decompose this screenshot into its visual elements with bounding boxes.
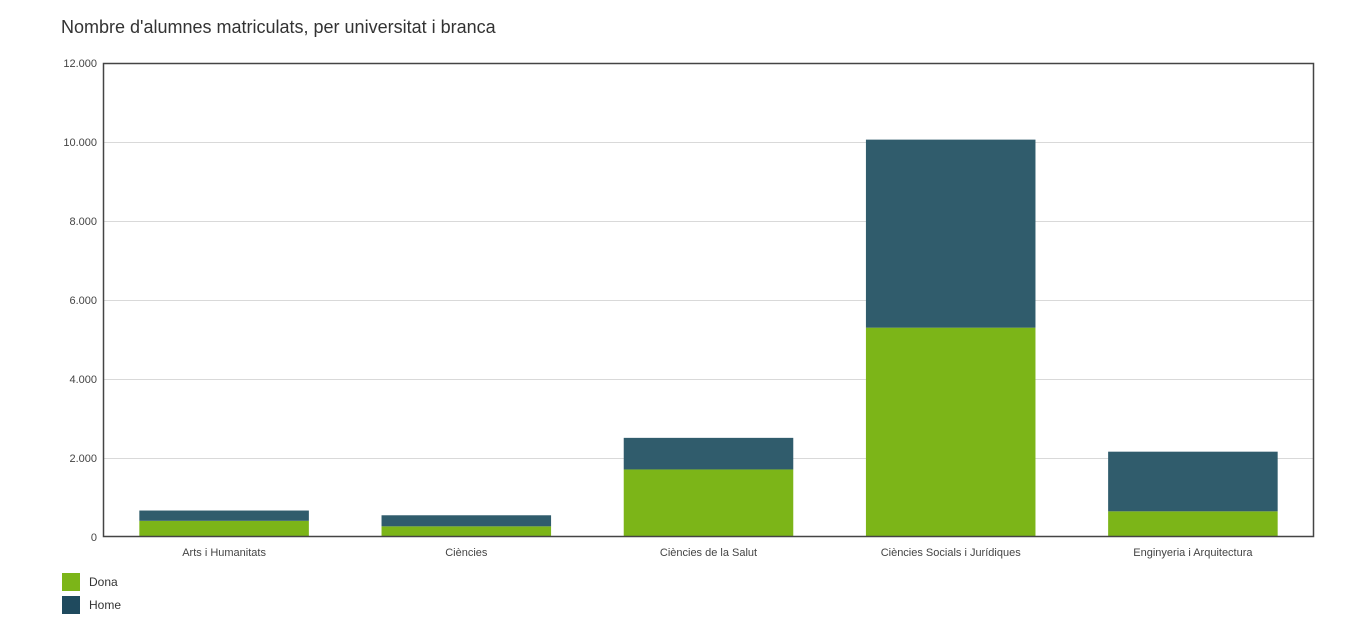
bar-dona-2: [623, 469, 794, 537]
bar-home-2: [623, 437, 794, 470]
y-tick-label-4: 8.000: [69, 216, 97, 228]
y-tick-label-1: 2.000: [69, 453, 97, 465]
chart-title: Nombre d'alumnes matriculats, per univer…: [61, 17, 496, 37]
bar-dona-4: [1108, 511, 1278, 537]
legend-item-home[interactable]: Home: [62, 595, 121, 614]
x-tick-label-1: Ciències: [445, 547, 488, 559]
legend: Dona Home: [62, 572, 121, 618]
x-tick-label-3: Ciències Socials i Jurídiques: [881, 547, 1022, 559]
legend-item-dona[interactable]: Dona: [62, 572, 121, 591]
y-tick-label-0: 0: [91, 532, 97, 544]
y-tick-label-3: 6.000: [69, 295, 97, 307]
x-tick-label-4: Enginyeria i Arquitectura: [1133, 547, 1253, 559]
legend-label-dona: Dona: [89, 574, 118, 589]
bar-dona-0: [139, 520, 309, 537]
x-tick-label-0: Arts i Humanitats: [182, 547, 266, 559]
bar-dona-1: [381, 526, 552, 537]
y-tick-label-2: 4.000: [69, 374, 97, 386]
bar-home-1: [381, 515, 552, 527]
x-tick-label-2: Ciències de la Salut: [660, 547, 757, 559]
bar-dona-3: [865, 327, 1036, 537]
bar-home-3: [865, 139, 1036, 328]
legend-swatch-dona: [62, 572, 80, 591]
y-tick-label-6: 12.000: [63, 58, 97, 70]
plot-frame: [102, 62, 1315, 538]
bar-home-0: [139, 510, 309, 521]
legend-label-home: Home: [89, 597, 122, 612]
y-tick-label-5: 10.000: [63, 137, 97, 149]
legend-swatch-home: [62, 595, 80, 614]
bar-home-4: [1108, 451, 1278, 512]
